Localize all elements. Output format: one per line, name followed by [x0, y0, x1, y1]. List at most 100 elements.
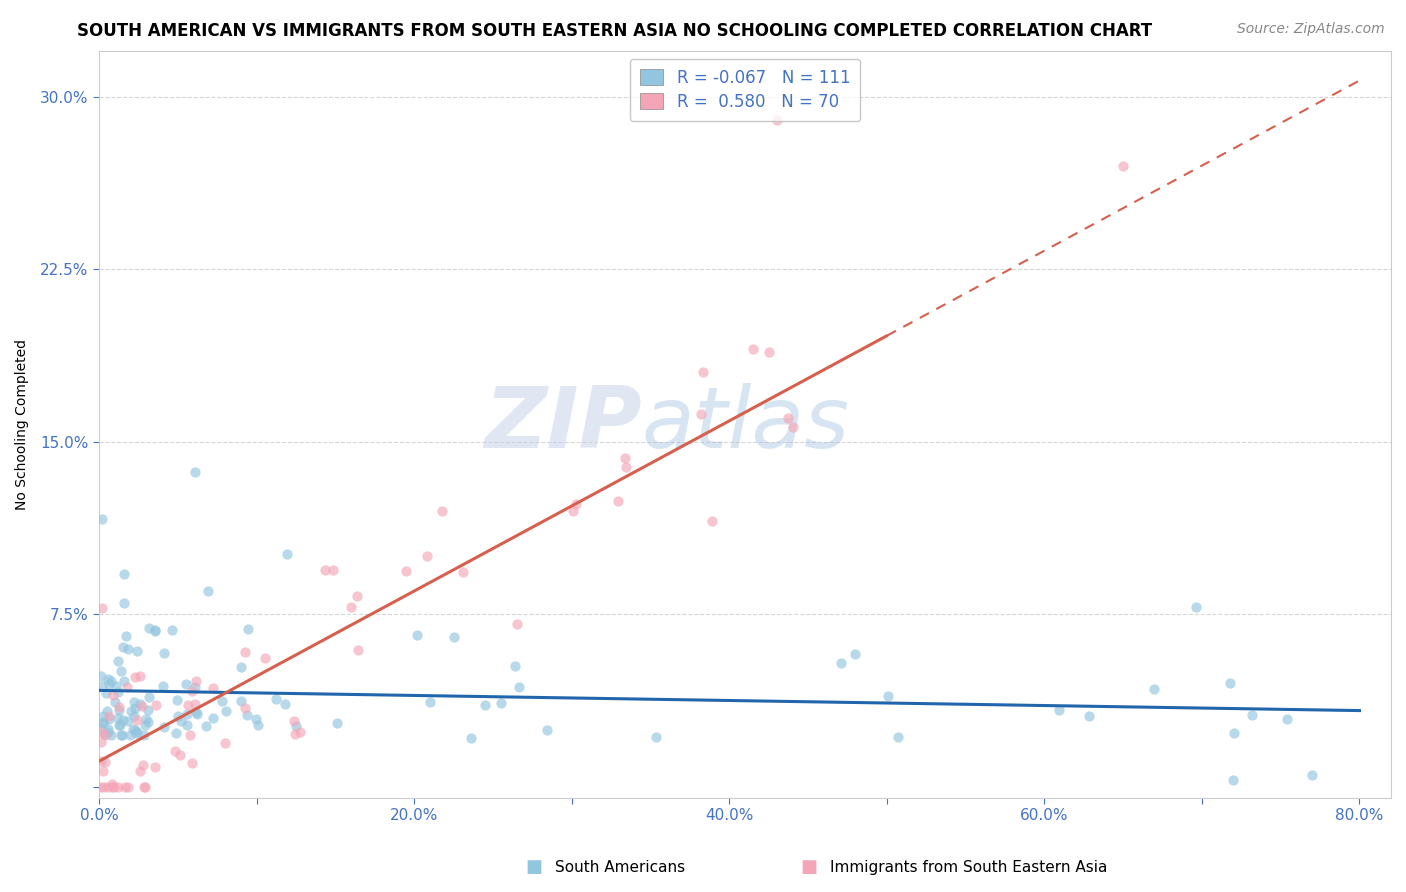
Point: [1077, 708, 1099, 723]
Point: [184, 697, 207, 711]
Point: [97, 724, 120, 739]
Point: [124, 700, 146, 714]
Point: [90, 780, 112, 794]
Point: [97, 780, 120, 794]
Point: [416, 549, 439, 563]
Point: [844, 647, 866, 661]
Point: [474, 698, 496, 712]
Point: [174, 677, 197, 691]
Point: [886, 730, 908, 744]
Point: [145, 760, 167, 774]
Point: [443, 630, 465, 644]
Point: [346, 590, 368, 604]
Point: [1223, 726, 1246, 740]
Point: [776, 411, 799, 425]
Point: [90, 723, 112, 737]
Point: [101, 688, 124, 702]
Point: [97, 722, 120, 736]
Point: [405, 628, 427, 642]
Point: [184, 465, 207, 479]
Point: [145, 698, 167, 713]
Point: [322, 563, 344, 577]
Point: [93, 755, 115, 769]
Point: [91, 679, 114, 693]
Point: [211, 694, 233, 708]
Point: [506, 617, 529, 632]
Text: South Americans: South Americans: [555, 860, 686, 874]
Point: [96, 704, 118, 718]
Point: [111, 728, 134, 742]
Point: [90, 601, 112, 615]
Point: [742, 342, 765, 356]
Point: [177, 698, 200, 712]
Point: [98, 709, 121, 723]
Point: [326, 716, 349, 731]
Point: [110, 665, 132, 679]
Point: [508, 680, 530, 694]
Point: [503, 659, 526, 673]
Point: [112, 567, 135, 582]
Point: [194, 719, 217, 733]
Point: [215, 704, 238, 718]
Point: [129, 764, 152, 778]
Text: ■: ■: [526, 858, 543, 876]
Point: [1301, 768, 1323, 782]
Point: [117, 641, 139, 656]
Point: [100, 728, 122, 742]
Point: [489, 696, 512, 710]
Point: [430, 504, 453, 518]
Point: [107, 685, 129, 699]
Point: [347, 643, 370, 657]
Point: [127, 643, 149, 657]
Point: [93, 780, 115, 794]
Point: [565, 497, 588, 511]
Point: [1185, 599, 1208, 614]
Point: [163, 744, 186, 758]
Point: [132, 758, 155, 772]
Point: [124, 669, 146, 683]
Y-axis label: No Schooling Completed: No Schooling Completed: [15, 339, 30, 510]
Point: [613, 451, 636, 466]
Point: [245, 712, 267, 726]
Point: [103, 780, 125, 794]
Point: [202, 681, 225, 696]
Point: [153, 720, 176, 734]
Point: [125, 714, 148, 728]
Point: [451, 565, 474, 579]
Point: [143, 624, 166, 639]
Point: [236, 708, 259, 723]
Point: [1241, 708, 1264, 723]
Point: [165, 726, 187, 740]
Point: [180, 756, 202, 770]
Point: [112, 640, 135, 654]
Point: [606, 494, 628, 508]
Point: [285, 719, 308, 733]
Point: [284, 727, 307, 741]
Point: [132, 728, 155, 742]
Point: [562, 503, 585, 517]
Point: [229, 694, 252, 708]
Point: [233, 701, 256, 715]
Point: [136, 702, 159, 716]
Point: [202, 711, 225, 725]
Point: [122, 695, 145, 709]
Point: [91, 511, 114, 525]
Point: [97, 712, 120, 726]
Point: [134, 717, 156, 731]
Point: [125, 725, 148, 739]
Point: [107, 780, 129, 794]
Point: [136, 715, 159, 730]
Point: [101, 777, 124, 791]
Point: [112, 673, 135, 688]
Point: [117, 714, 139, 728]
Legend: R = -0.067   N = 111, R =  0.580   N = 70: R = -0.067 N = 111, R = 0.580 N = 70: [630, 59, 860, 120]
Point: [692, 365, 714, 379]
Point: [90, 735, 112, 749]
Point: [186, 705, 208, 719]
Point: [690, 407, 713, 421]
Point: [614, 460, 637, 475]
Point: [290, 725, 312, 739]
Text: Source: ZipAtlas.com: Source: ZipAtlas.com: [1237, 22, 1385, 37]
Point: [197, 584, 219, 599]
Point: [229, 660, 252, 674]
